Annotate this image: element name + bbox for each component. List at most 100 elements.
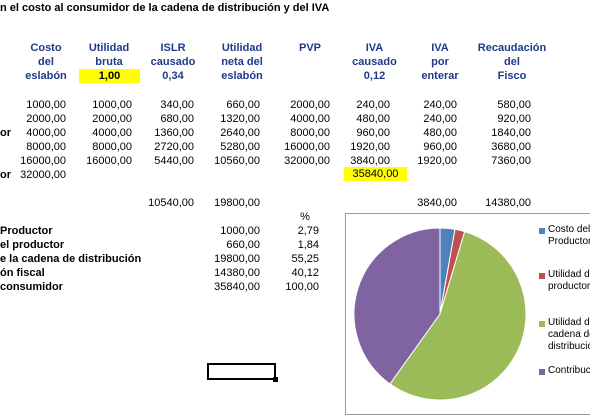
summary-value[interactable]: 1000,00 xyxy=(220,225,260,237)
header-utilidad-bruta-line2: bruta xyxy=(95,56,123,68)
total-iva-causado[interactable]: 3840,00 xyxy=(417,197,457,209)
cell-costo-consumidor[interactable]: 32000,00 xyxy=(20,169,66,181)
cell-recaudacion[interactable]: 920,00 xyxy=(497,113,531,125)
cell-costo[interactable]: 8000,00 xyxy=(26,141,66,153)
header-iva-enterar-line2: por xyxy=(431,56,449,68)
fill-handle[interactable] xyxy=(273,377,278,382)
summary-value[interactable]: 660,00 xyxy=(226,239,260,251)
legend-swatch-2 xyxy=(539,273,545,279)
pie-slice-4[interactable] xyxy=(353,227,441,385)
summary-value[interactable]: 14380,00 xyxy=(214,267,260,279)
cell-pvp[interactable]: 16000,00 xyxy=(284,141,330,153)
cell-pvp[interactable]: 4000,00 xyxy=(290,113,330,125)
cell-utilidad-bruta[interactable]: 2000,00 xyxy=(92,113,132,125)
cell-iva-causado[interactable]: 3840,00 xyxy=(350,155,390,167)
legend-text: Costo del xyxy=(548,224,590,235)
cell-utilidad-neta[interactable]: 660,00 xyxy=(226,99,260,111)
legend-item-2: Utilidad d productor xyxy=(548,269,590,293)
header-utilidad-neta-line2: neta del xyxy=(221,56,263,68)
cell-iva-enterar[interactable]: 960,00 xyxy=(423,141,457,153)
legend-swatch-4 xyxy=(539,369,545,375)
header-pvp-line1: PVP xyxy=(298,42,321,54)
legend-text: distribució xyxy=(548,341,590,352)
cell-iva-enterar[interactable]: 240,00 xyxy=(423,99,457,111)
cell-recaudacion[interactable]: 1840,00 xyxy=(491,127,531,139)
header-utilidad-bruta: Utilidad bruta xyxy=(79,41,139,69)
cell-utilidad-neta[interactable]: 10560,00 xyxy=(214,155,260,167)
legend-text: cadena de xyxy=(548,329,590,340)
cell-iva-causado[interactable]: 1920,00 xyxy=(350,141,390,153)
header-recaudacion-line3: Fisco xyxy=(497,70,527,82)
islr-rate-cell[interactable]: 0,34 xyxy=(162,70,184,82)
cell-islr[interactable]: 2720,00 xyxy=(154,141,194,153)
legend-item-3: Utilidad d cadena de distribució xyxy=(548,317,590,353)
cell-costo[interactable]: 16000,00 xyxy=(20,155,66,167)
cell-pvp[interactable]: 32000,00 xyxy=(284,155,330,167)
header-utilidad-neta-line3: eslabón xyxy=(221,70,263,82)
header-recaudacion-line2: del xyxy=(504,56,520,68)
cell-pvp[interactable]: 2000,00 xyxy=(290,99,330,111)
iva-rate-cell[interactable]: 0,12 xyxy=(363,70,386,82)
summary-label: Productor xyxy=(0,225,53,237)
cell-iva-enterar[interactable]: 480,00 xyxy=(423,127,457,139)
sheet-title: n el costo al consumidor de la cadena de… xyxy=(0,2,330,14)
cell-costo[interactable]: 2000,00 xyxy=(26,113,66,125)
utilidad-bruta-rate-cell[interactable]: 1,00 xyxy=(79,69,140,83)
cell-utilidad-bruta[interactable]: 8000,00 xyxy=(92,141,132,153)
legend-text: Contribuc xyxy=(548,365,590,376)
cell-utilidad-bruta[interactable]: 4000,00 xyxy=(92,127,132,139)
cell-utilidad-neta[interactable]: 5280,00 xyxy=(220,141,260,153)
cell-utilidad-neta[interactable]: 1320,00 xyxy=(220,113,260,125)
cell-iva-total[interactable]: 35840,00 xyxy=(344,167,407,181)
summary-pct[interactable]: 55,25 xyxy=(291,253,319,265)
summary-pct[interactable]: 2,79 xyxy=(297,225,319,237)
header-utilidad-bruta-line1: Utilidad xyxy=(88,42,130,54)
pie-slice-3[interactable] xyxy=(389,230,527,401)
cell-pvp[interactable]: 8000,00 xyxy=(290,127,330,139)
summary-label: consumidor xyxy=(0,281,63,293)
total-recaudacion[interactable]: 14380,00 xyxy=(485,197,531,209)
cell-recaudacion[interactable]: 3680,00 xyxy=(491,141,531,153)
summary-pct[interactable]: 100,00 xyxy=(285,281,319,293)
total-islr[interactable]: 10540,00 xyxy=(148,197,194,209)
summary-pct[interactable]: 1,84 xyxy=(297,239,319,251)
legend-item-1: Costo del Productor xyxy=(548,224,590,248)
legend-text: Productor xyxy=(548,236,590,247)
legend-swatch-1 xyxy=(539,228,545,234)
summary-value[interactable]: 35840,00 xyxy=(214,281,260,293)
cell-iva-enterar[interactable]: 240,00 xyxy=(423,113,457,125)
cell-iva-causado[interactable]: 480,00 xyxy=(356,113,390,125)
cell-utilidad-bruta[interactable]: 1000,00 xyxy=(92,99,132,111)
row-label: or xyxy=(0,169,11,181)
cell-recaudacion[interactable]: 7360,00 xyxy=(491,155,531,167)
legend-text: productor xyxy=(548,281,590,292)
legend-item-4: Contribuc xyxy=(548,365,590,377)
pie-chart[interactable]: Costo del Productor Utilidad d productor… xyxy=(345,213,590,415)
cell-iva-causado[interactable]: 960,00 xyxy=(356,127,390,139)
total-utilidad-neta[interactable]: 19800,00 xyxy=(214,197,260,209)
legend-swatch-3 xyxy=(539,321,545,327)
header-utilidad-neta: Utilidad neta del eslabón xyxy=(210,41,274,83)
header-iva-enterar: IVA por enterar xyxy=(410,41,470,83)
cell-islr[interactable]: 680,00 xyxy=(160,113,194,125)
cell-islr[interactable]: 340,00 xyxy=(160,99,194,111)
cell-recaudacion[interactable]: 580,00 xyxy=(497,99,531,111)
cell-islr[interactable]: 1360,00 xyxy=(154,127,194,139)
summary-value[interactable]: 19800,00 xyxy=(214,253,260,265)
header-iva-causado-line2: causado xyxy=(352,56,397,68)
summary-pct[interactable]: 40,12 xyxy=(291,267,319,279)
cell-iva-causado[interactable]: 240,00 xyxy=(356,99,390,111)
cell-utilidad-neta[interactable]: 2640,00 xyxy=(220,127,260,139)
cell-costo[interactable]: 1000,00 xyxy=(26,99,66,111)
cell-costo[interactable]: 4000,00 xyxy=(26,127,66,139)
cell-iva-enterar[interactable]: 1920,00 xyxy=(417,155,457,167)
header-iva-enterar-line3: enterar xyxy=(421,70,459,82)
cell-utilidad-bruta[interactable]: 16000,00 xyxy=(86,155,132,167)
cell-islr[interactable]: 5440,00 xyxy=(154,155,194,167)
header-iva-enterar-line1: IVA xyxy=(431,42,449,54)
legend-text: Utilidad d xyxy=(548,269,590,280)
header-recaudacion: Recaudación del Fisco xyxy=(475,41,549,83)
active-cell-selection[interactable] xyxy=(207,363,276,380)
header-islr-line2: causado xyxy=(150,56,196,68)
pct-header: % xyxy=(300,211,310,223)
